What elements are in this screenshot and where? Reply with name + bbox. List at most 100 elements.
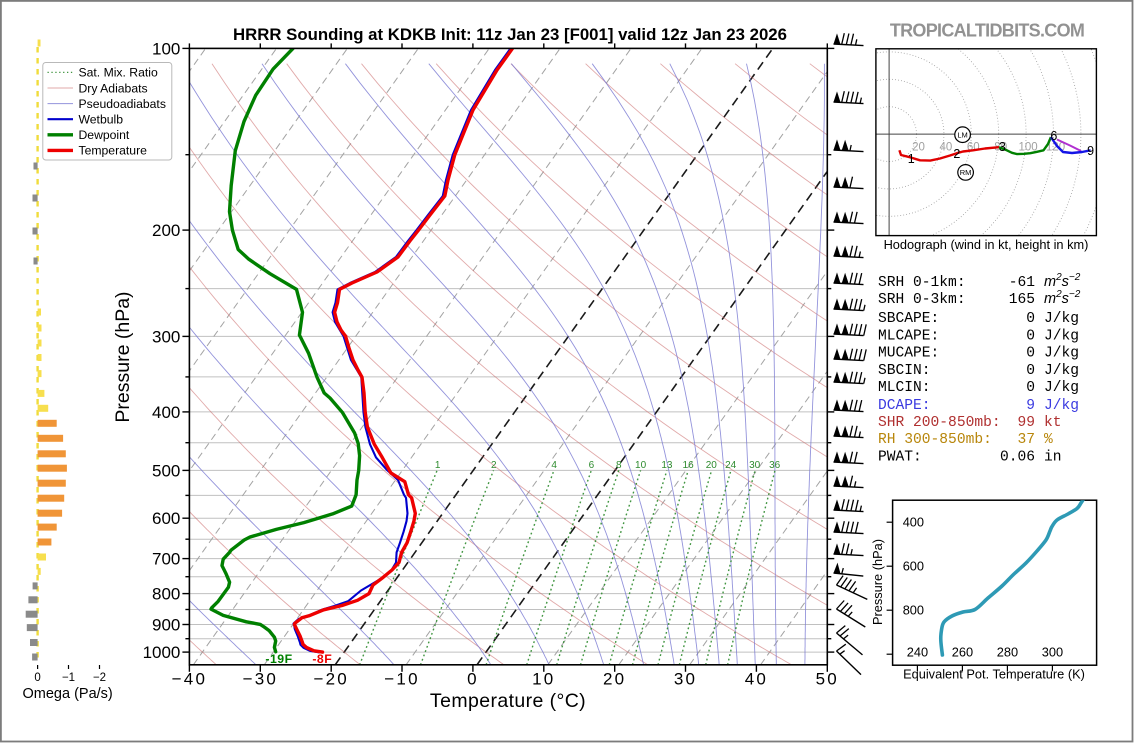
svg-text:Equivalent Pot. Temperature (K: Equivalent Pot. Temperature (K) [903, 667, 1085, 682]
svg-text:9: 9 [1026, 398, 1035, 414]
svg-text:6: 6 [1050, 129, 1057, 143]
svg-text:Omega (Pa/s): Omega (Pa/s) [23, 686, 113, 702]
svg-text:10: 10 [635, 460, 647, 471]
svg-text:Dewpoint: Dewpoint [79, 128, 130, 142]
svg-text:500: 500 [152, 461, 180, 480]
svg-text:600: 600 [903, 559, 924, 574]
svg-text:40: 40 [745, 670, 768, 689]
svg-text:RH 300-850mb:: RH 300-850mb: [878, 432, 992, 448]
svg-text:J/kg: J/kg [1044, 311, 1079, 327]
svg-text:-61: -61 [1009, 275, 1036, 291]
svg-text:10: 10 [532, 670, 555, 689]
svg-text:SBCIN:: SBCIN: [878, 363, 931, 379]
svg-text:Pressure (hPa): Pressure (hPa) [870, 539, 885, 625]
svg-text:Hodograph (wind in kt, height: Hodograph (wind in kt, height in km) [884, 237, 1089, 252]
svg-text:0: 0 [1026, 346, 1035, 362]
svg-text:6: 6 [589, 460, 595, 471]
svg-text:16: 16 [683, 460, 695, 471]
svg-text:300: 300 [152, 327, 180, 346]
svg-text:-8F: -8F [312, 652, 332, 666]
svg-text:Temperature: Temperature [79, 144, 148, 158]
svg-text:−1: −1 [62, 672, 75, 684]
svg-text:-19F: -19F [265, 652, 292, 666]
svg-text:m2s−2: m2s−2 [1044, 289, 1081, 307]
svg-text:−10: −10 [384, 670, 419, 689]
svg-text:Sat. Mix. Ratio: Sat. Mix. Ratio [79, 66, 158, 80]
svg-text:−2: −2 [93, 672, 106, 684]
svg-text:9: 9 [1087, 144, 1094, 158]
svg-text:Temperature (°C): Temperature (°C) [430, 690, 586, 712]
svg-text:50: 50 [816, 670, 839, 689]
svg-text:0: 0 [34, 672, 40, 684]
svg-text:−20: −20 [313, 670, 348, 689]
svg-text:3: 3 [999, 140, 1006, 154]
svg-text:800: 800 [903, 603, 924, 618]
svg-text:1000: 1000 [143, 643, 181, 662]
svg-text:Wetbulb: Wetbulb [79, 113, 124, 127]
svg-text:0: 0 [467, 670, 479, 689]
svg-text:300: 300 [1042, 644, 1063, 659]
svg-text:0: 0 [1026, 311, 1035, 327]
svg-text:400: 400 [152, 403, 180, 422]
svg-text:J/kg: J/kg [1044, 346, 1079, 362]
svg-text:0.06: 0.06 [1000, 449, 1035, 465]
svg-text:100: 100 [152, 39, 180, 58]
svg-text:J/kg: J/kg [1044, 329, 1079, 345]
svg-text:240: 240 [907, 644, 928, 659]
svg-text:260: 260 [952, 644, 973, 659]
svg-text:0: 0 [1026, 380, 1035, 396]
svg-text:400: 400 [903, 515, 924, 530]
svg-text:LM: LM [957, 130, 967, 139]
svg-text:900: 900 [152, 616, 180, 635]
svg-text:100: 100 [1019, 142, 1038, 154]
svg-text:SBCAPE:: SBCAPE: [878, 311, 939, 327]
svg-text:20: 20 [912, 142, 925, 154]
svg-text:HRRR Sounding at KDKB Init: 11: HRRR Sounding at KDKB Init: 11z Jan 23 [… [233, 25, 787, 44]
svg-text:SRH 0-3km:: SRH 0-3km: [878, 292, 966, 308]
svg-text:m2s−2: m2s−2 [1044, 272, 1081, 290]
svg-text:20: 20 [603, 670, 626, 689]
svg-text:Dry Adiabats: Dry Adiabats [79, 81, 148, 95]
svg-text:2: 2 [953, 147, 960, 161]
svg-text:30: 30 [674, 670, 697, 689]
svg-text:−30: −30 [243, 670, 278, 689]
svg-text:165: 165 [1009, 292, 1035, 308]
svg-text:PWAT:: PWAT: [878, 449, 922, 465]
svg-text:200: 200 [152, 221, 180, 240]
svg-text:SHR 200-850mb:: SHR 200-850mb: [878, 415, 1001, 431]
svg-text:MUCAPE:: MUCAPE: [878, 346, 939, 362]
svg-text:J/kg: J/kg [1044, 380, 1079, 396]
svg-text:MLCIN:: MLCIN: [878, 380, 931, 396]
svg-text:700: 700 [152, 550, 180, 569]
svg-text:J/kg: J/kg [1044, 363, 1079, 379]
svg-text:%: % [1044, 432, 1053, 448]
svg-text:0: 0 [1026, 363, 1035, 379]
svg-text:0: 0 [1026, 329, 1035, 345]
svg-text:TROPICALTIDBITS.COM: TROPICALTIDBITS.COM [890, 21, 1084, 41]
svg-text:−40: −40 [172, 670, 207, 689]
svg-text:20: 20 [706, 460, 718, 471]
svg-text:600: 600 [152, 509, 180, 528]
svg-text:MLCAPE:: MLCAPE: [878, 329, 939, 345]
svg-text:280: 280 [997, 644, 1018, 659]
svg-text:8: 8 [616, 460, 622, 471]
svg-text:30: 30 [749, 460, 761, 471]
svg-text:99: 99 [1017, 415, 1035, 431]
svg-text:40: 40 [940, 142, 953, 154]
svg-text:2: 2 [491, 460, 497, 471]
svg-text:1: 1 [908, 152, 915, 166]
svg-text:DCAPE:: DCAPE: [878, 398, 931, 414]
svg-text:kt: kt [1044, 415, 1062, 431]
svg-text:RM: RM [960, 168, 972, 177]
svg-text:in: in [1044, 449, 1062, 465]
svg-text:13: 13 [661, 460, 673, 471]
svg-text:800: 800 [152, 585, 180, 604]
svg-text:J/kg: J/kg [1044, 398, 1079, 414]
svg-text:4: 4 [551, 460, 557, 471]
svg-text:SRH 0-1km:: SRH 0-1km: [878, 275, 966, 291]
svg-text:24: 24 [725, 460, 737, 471]
svg-text:36: 36 [769, 460, 781, 471]
svg-text:Pressure (hPa): Pressure (hPa) [112, 291, 134, 422]
svg-text:1: 1 [435, 460, 441, 471]
svg-text:Pseudoadiabats: Pseudoadiabats [79, 97, 166, 111]
